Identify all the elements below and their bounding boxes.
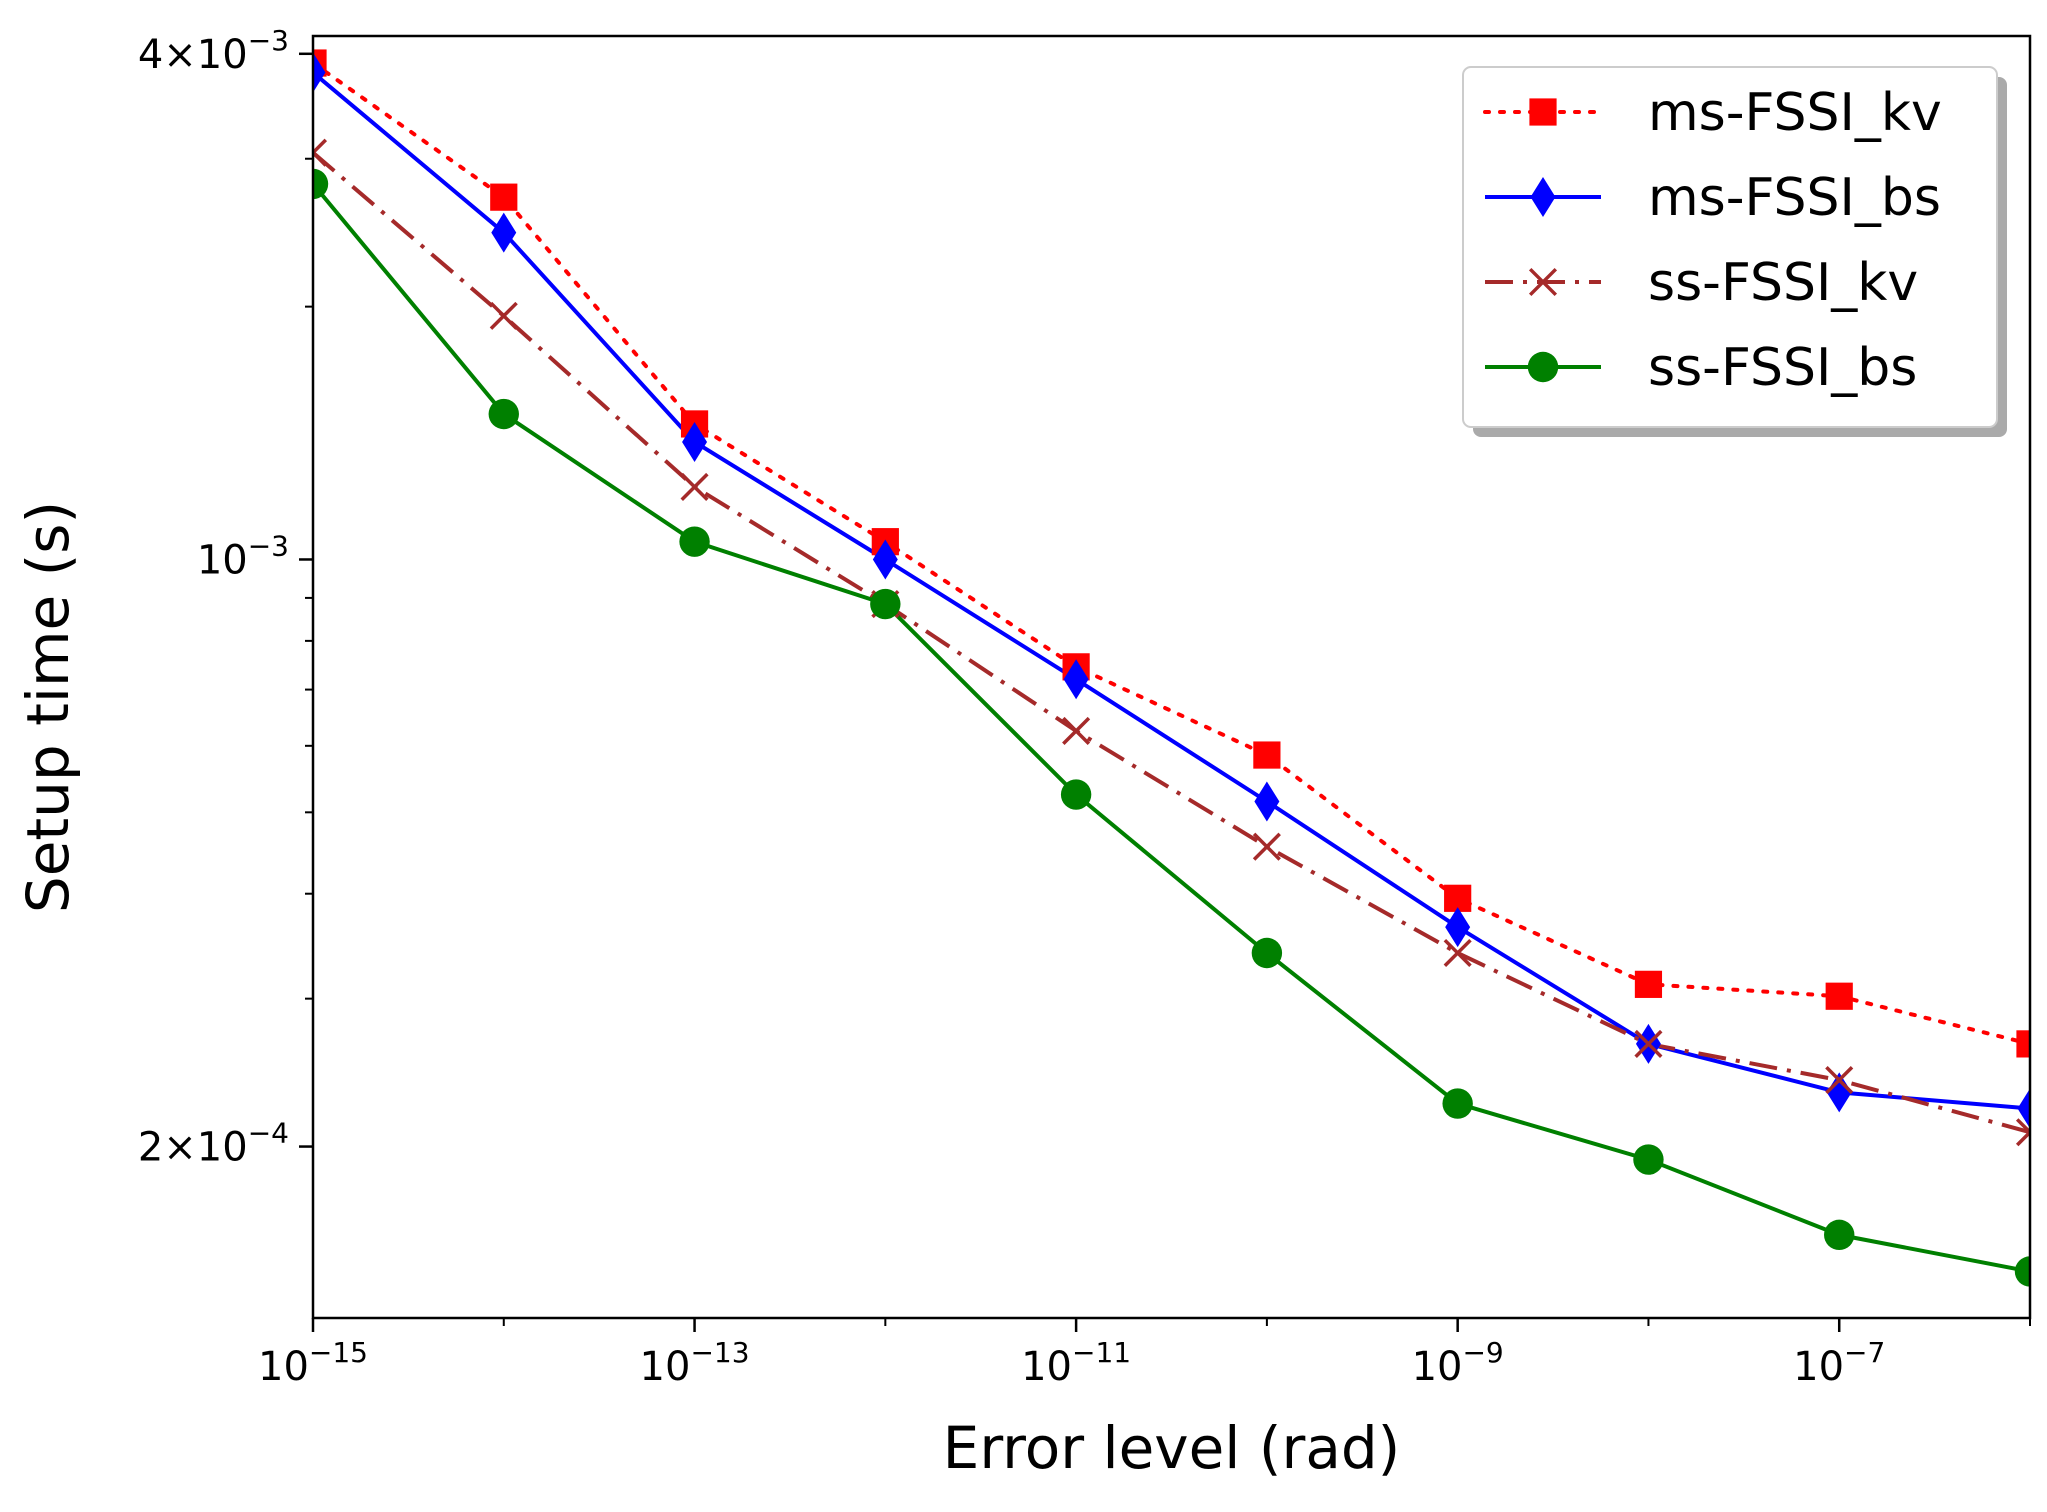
data-point-ms-FSSI_kv: [1253, 741, 1281, 769]
data-point-ss-FSSI_bs: [870, 588, 901, 620]
series-line-ss-FSSI_bs: [313, 182, 2030, 1274]
legend-label: ss-FSSI_kv: [1648, 253, 1918, 313]
x-tick-label: 10−9: [1412, 1336, 1504, 1390]
legend-marker: [1528, 267, 1558, 297]
y-tick-label: 10−3: [197, 529, 289, 583]
data-point-ms-FSSI_bs: [491, 212, 517, 253]
series-line-ss-FSSI_kv: [313, 151, 2030, 1135]
data-point-ms-FSSI_bs: [1826, 1072, 1852, 1113]
legend-item-ms-FSSI_bs: ms-FSSI_bs: [1485, 168, 1941, 228]
data-point-ss-FSSI_bs: [679, 526, 710, 557]
series-lines: [313, 61, 2030, 1274]
data-point-ss-FSSI_kv: [313, 138, 328, 167]
data-point-ss-FSSI_kv: [1252, 832, 1281, 861]
y-axis-title: Setup time (s): [14, 501, 82, 913]
data-point-ss-FSSI_bs: [1824, 1219, 1855, 1251]
data-point-ss-FSSI_bs: [313, 168, 329, 200]
data-point-ss-FSSI_kv: [1634, 1029, 1663, 1058]
legend-label: ms-FSSI_kv: [1648, 83, 1942, 143]
series-markers: [313, 49, 2030, 1287]
data-point-ms-FSSI_kv: [1825, 982, 1853, 1010]
legend-box: [1462, 66, 1998, 428]
data-point-ss-FSSI_kv: [489, 301, 518, 330]
x-tick-label: 10−7: [1793, 1336, 1885, 1390]
data-point-ss-FSSI_kv: [680, 472, 709, 501]
data-point-ms-FSSI_kv: [2016, 1030, 2030, 1058]
data-point-ss-FSSI_kv: [2015, 1118, 2030, 1147]
data-point-ss-FSSI_bs: [1442, 1088, 1473, 1119]
legend-item-ss-FSSI_kv: ss-FSSI_kv: [1485, 253, 1918, 313]
legend-item-ms-FSSI_kv: ms-FSSI_kv: [1483, 83, 1942, 143]
data-point-ms-FSSI_bs: [313, 52, 326, 93]
x-tick-label: 10−11: [1021, 1336, 1131, 1390]
data-point-ss-FSSI_kv: [1443, 938, 1472, 968]
legend-marker: [1530, 177, 1556, 217]
y-tick-label: 4×10−3: [138, 24, 289, 78]
data-point-ms-FSSI_bs: [1254, 781, 1280, 822]
data-point-ss-FSSI_kv: [1062, 716, 1091, 745]
minor-ticks: [305, 157, 2031, 1326]
y-tick-label: 2×10−4: [138, 1117, 289, 1171]
y-axis-ticks: 4×10−3 10−3 2×10−4: [138, 24, 313, 1171]
data-point-ss-FSSI_bs: [2014, 1256, 2030, 1287]
x-axis-title: Error level (rad): [943, 1414, 1401, 1482]
legend-label: ms-FSSI_bs: [1648, 168, 1941, 228]
plot-area-frame: [311, 34, 2032, 1320]
legend-item-ss-FSSI_bs: ss-FSSI_bs: [1485, 338, 1917, 398]
data-point-ss-FSSI_bs: [488, 398, 519, 430]
legend: ms-FSSI_kv ms-FSSI_bs ss-FSSI_kv ss-FSSI_bs: [1462, 66, 2007, 437]
data-point-ss-FSSI_kv: [1825, 1066, 1854, 1095]
series-line-ms-FSSI_bs: [313, 70, 2030, 1111]
data-point-ms-FSSI_kv: [490, 183, 518, 211]
legend-marker: [1529, 98, 1557, 126]
data-point-ss-FSSI_bs: [1633, 1144, 1664, 1175]
data-point-ms-FSSI_bs: [1063, 659, 1089, 700]
data-point-ms-FSSI_bs: [872, 539, 898, 580]
data-point-ss-FSSI_bs: [1251, 937, 1283, 969]
legend-label: ss-FSSI_bs: [1648, 338, 1917, 398]
data-point-ms-FSSI_kv: [1634, 970, 1663, 998]
x-axis-ticks: 10−15 10−13 10−11 10−9 10−7: [258, 1318, 1885, 1390]
legend-marker: [1527, 351, 1559, 383]
data-point-ms-FSSI_bs: [2017, 1088, 2030, 1129]
x-tick-label: 10−15: [258, 1336, 368, 1390]
data-point-ms-FSSI_bs: [1445, 907, 1471, 948]
data-point-ms-FSSI_bs: [682, 421, 708, 462]
x-tick-label: 10−13: [640, 1336, 750, 1390]
data-point-ss-FSSI_bs: [1060, 779, 1092, 810]
